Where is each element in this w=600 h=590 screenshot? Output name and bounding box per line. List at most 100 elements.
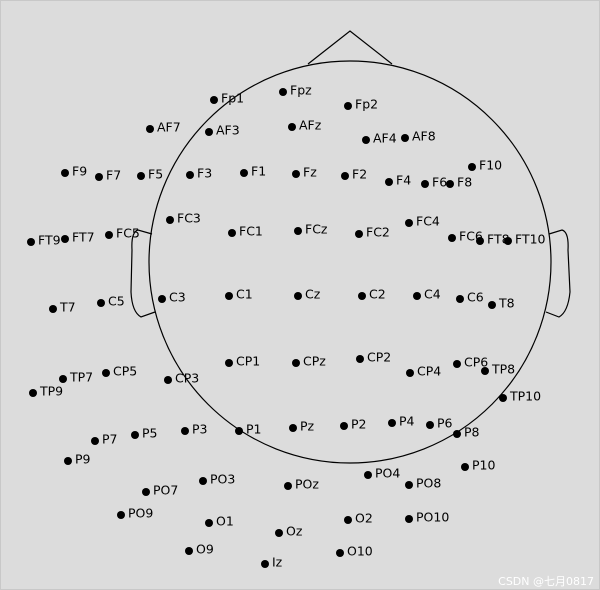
electrode-label: CP6 [464,355,488,370]
electrode-label: P7 [102,432,118,447]
electrode-label: TP8 [491,362,515,377]
electrode-dot [205,128,213,136]
electrode-label: P1 [246,422,262,437]
electrode-dot [504,237,512,245]
electrode-label: AF7 [157,120,181,135]
electrode-label: P9 [75,452,91,467]
electrode-label: Fp2 [355,97,378,112]
electrode-dot [205,519,213,527]
electrode-label: FC3 [177,211,201,226]
right-ear [545,229,571,318]
electrode-dot [481,367,489,375]
electrode-label: F10 [479,158,502,173]
electrode-dot [344,102,352,110]
electrode-label: CP2 [367,350,391,365]
electrode-dot [117,511,125,519]
electrode-label: P4 [399,414,415,429]
electrode-dot [405,515,413,523]
electrode-dot [488,301,496,309]
electrode-label: Oz [286,524,303,539]
electrode-label: AF3 [216,123,240,138]
electrode-dot [292,170,300,178]
electrode-dot [225,292,233,300]
electrode-dot [64,457,72,465]
electrode-dot [426,421,434,429]
electrode-dot [137,172,145,180]
electrode-label: O1 [216,514,234,529]
electrode-dot [388,419,396,427]
electrode-label: P10 [472,458,495,473]
electrode-dot [341,172,349,180]
electrode-label: FT7 [72,230,95,245]
electrode-dot [356,355,364,363]
electrode-label: PO10 [416,510,449,525]
electrode-label: CP3 [175,371,199,386]
electrode-dot [228,229,236,237]
electrode-dot [288,123,296,131]
electrode-dot [456,295,464,303]
electrode-dot [240,169,248,177]
electrode-dot [131,431,139,439]
electrode-label: F9 [72,164,87,179]
electrode-label: T8 [498,296,515,311]
electrode-label: PO9 [128,506,153,521]
electrode-label: FC4 [416,214,440,229]
electrode-label: FT10 [515,232,546,247]
electrode-label: C4 [424,287,441,302]
electrode-dot [476,237,484,245]
electrode-label: P2 [351,417,367,432]
electrode-dot [405,481,413,489]
electrode-label: Cz [305,287,321,302]
electrode-dot [405,219,413,227]
electrode-label: O2 [355,511,373,526]
electrode-label: TP9 [39,384,63,399]
electrode-dot [91,437,99,445]
electrode-dot [186,171,194,179]
electrode-dot [358,292,366,300]
electrode-dot [453,430,461,438]
electrode-dot [199,477,207,485]
electrode-dot [164,376,172,384]
electrode-dot [461,463,469,471]
electrode-label: CP4 [417,364,441,379]
electrode-dot [185,547,193,555]
left-ear [130,229,156,318]
electrode-dot [102,369,110,377]
electrode-dot [27,238,35,246]
electrode-dot [446,180,454,188]
electrode-label: F6 [432,175,447,190]
watermark: CSDN @七月0817 [498,575,594,588]
electrode-dot [158,295,166,303]
electrode-dot [364,471,372,479]
electrode-dot [181,427,189,435]
electrode-dot [59,375,67,383]
electrode-dot [385,178,393,186]
electrode-label: FC2 [366,225,390,240]
electrode-label: PO8 [416,476,441,491]
electrode-dot [146,125,154,133]
electrode-label: O9 [196,542,214,557]
electrode-label: AF4 [373,131,397,146]
electrode-label: C3 [169,290,186,305]
electrode-dot [49,305,57,313]
electrode-label: C2 [369,287,386,302]
electrode-label: F5 [148,167,163,182]
electrode-label: O10 [347,544,373,559]
electrode-dot [210,96,218,104]
electrode-label: CPz [303,354,326,369]
electrode-label: AFz [299,118,322,133]
electrode-dot [261,560,269,568]
electrode-label: F2 [352,167,367,182]
electrode-dot [413,292,421,300]
electrode-dot [468,163,476,171]
electrode-label: Fpz [290,83,312,98]
electrode-label: F4 [396,173,411,188]
electrode-dot [362,136,370,144]
electrode-dot [235,427,243,435]
electrode-dot [448,234,456,242]
electrode-dot [29,389,37,397]
electrode-dot [284,482,292,490]
electrode-label: F3 [197,166,212,181]
electrode-label: C1 [236,287,253,302]
